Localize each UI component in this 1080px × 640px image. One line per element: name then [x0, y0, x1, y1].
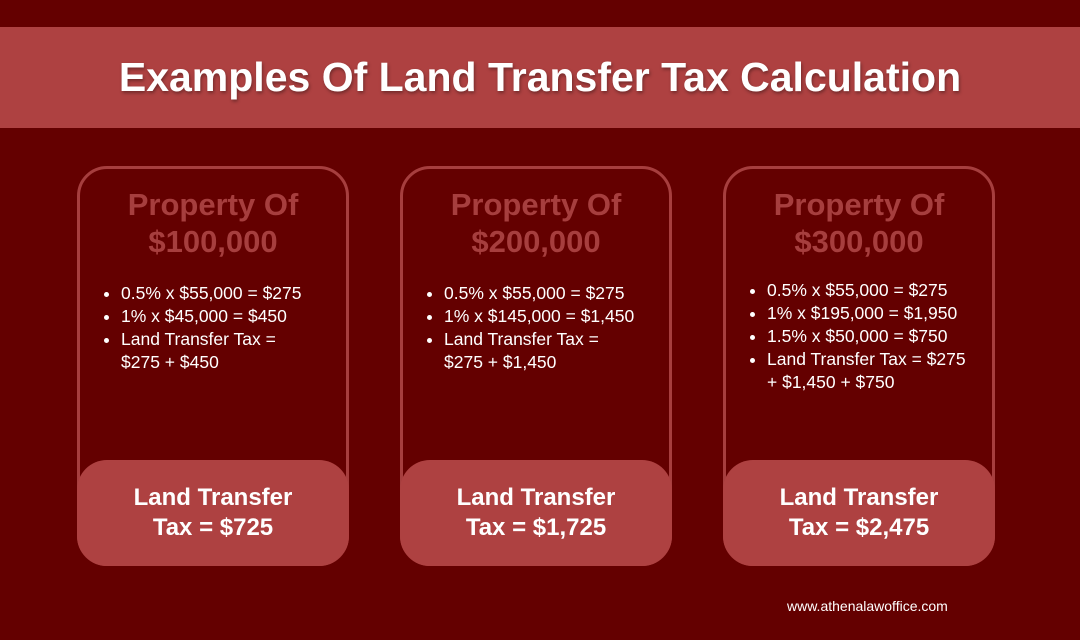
example-card-300000: Property Of$300,000 0.5% x $55,000 = $27… — [723, 166, 995, 566]
calculation-list: 0.5% x $55,000 = $275 1% x $195,000 = $1… — [726, 279, 992, 394]
card-title: Property Of $200,000 — [450, 187, 622, 259]
total-box: Land Transfer Tax = $725 — [77, 460, 349, 566]
list-item: 0.5% x $55,000 = $275 — [444, 282, 669, 305]
list-item: Land Transfer Tax = $275 + $450 — [121, 328, 311, 374]
list-item: 1% x $195,000 = $1,950 — [767, 302, 992, 325]
page-title: Examples Of Land Transfer Tax Calculatio… — [118, 54, 962, 100]
title-banner: Examples Of Land Transfer Tax Calculatio… — [0, 27, 1080, 128]
calculation-list: 0.5% x $55,000 = $275 1% x $145,000 = $1… — [403, 282, 669, 374]
list-item: 0.5% x $55,000 = $275 — [767, 279, 992, 302]
example-card-200000: Property Of$200,000 0.5% x $55,000 = $27… — [400, 166, 672, 566]
total-box: Land Transfer Tax = $2,475 — [723, 460, 995, 566]
list-item: Land Transfer Tax = $275 + $1,450 — [444, 328, 634, 374]
list-item: 1% x $145,000 = $1,450 — [444, 305, 669, 328]
example-card-100000: Property Of$100,000 0.5% x $55,000 = $27… — [77, 166, 349, 566]
total-box: Land Transfer Tax = $1,725 — [400, 460, 672, 566]
calculation-list: 0.5% x $55,000 = $275 1% x $45,000 = $45… — [80, 282, 346, 374]
card-title: Property Of $100,000 — [127, 187, 299, 259]
list-item: Land Transfer Tax = $275 + $1,450 + $750 — [767, 348, 967, 394]
list-item: 1.5% x $50,000 = $750 — [767, 325, 992, 348]
website-url: www.athenalawoffice.com — [787, 598, 948, 614]
list-item: 1% x $45,000 = $450 — [121, 305, 346, 328]
card-title: Property Of $300,000 — [773, 187, 945, 259]
list-item: 0.5% x $55,000 = $275 — [121, 282, 346, 305]
